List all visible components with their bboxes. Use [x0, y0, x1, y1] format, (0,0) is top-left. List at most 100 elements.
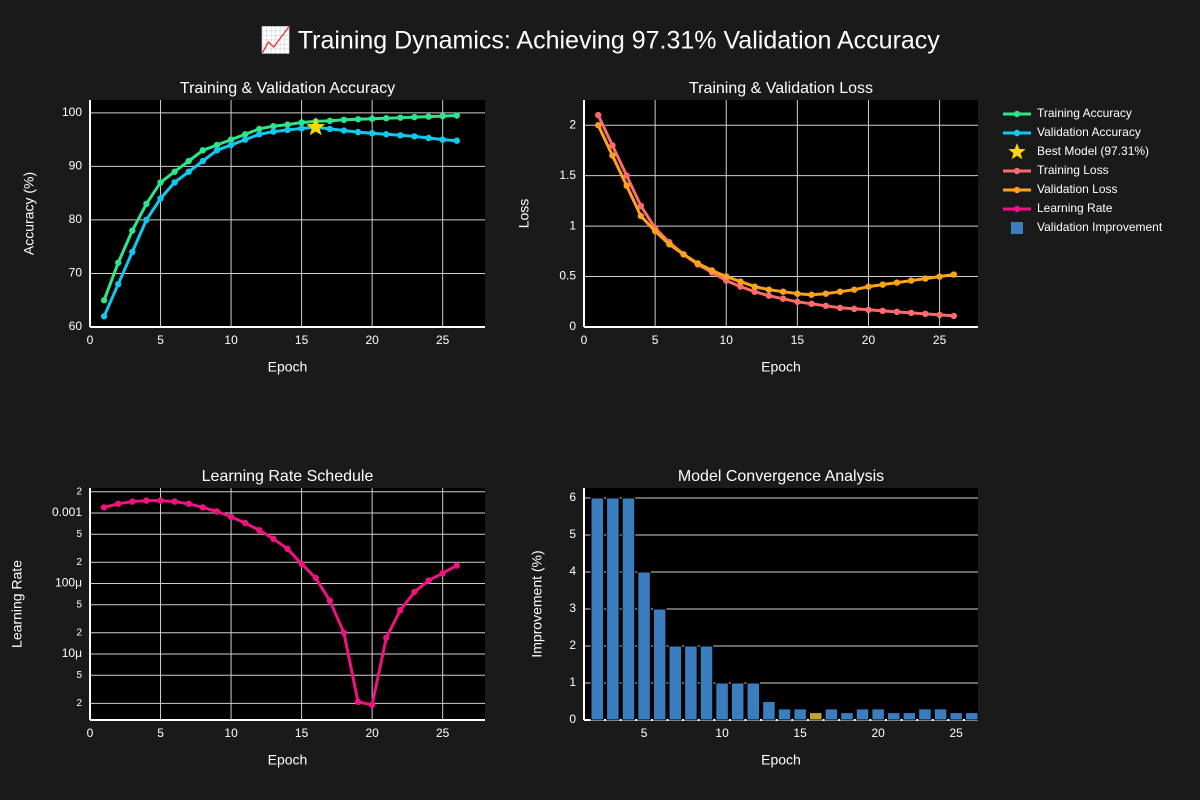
point — [383, 131, 390, 138]
y-tick-label: 1 — [569, 218, 576, 232]
point — [907, 277, 915, 284]
bar — [793, 708, 807, 721]
plot-area — [584, 100, 978, 327]
legend-label: Best Model (97.31%) — [1037, 144, 1149, 158]
point — [129, 498, 136, 505]
point — [737, 278, 744, 285]
x-tick-label: 20 — [365, 333, 379, 347]
point — [157, 179, 164, 186]
x-tick-label: 25 — [436, 726, 450, 740]
point — [623, 172, 630, 179]
y-tick-label: 2 — [569, 117, 576, 131]
point — [284, 545, 291, 553]
y-tick-label: 2 — [76, 627, 82, 638]
y-tick-label: 5 — [76, 670, 82, 681]
point — [270, 535, 277, 543]
point — [439, 136, 446, 143]
point — [397, 132, 404, 139]
point — [936, 311, 943, 319]
point — [651, 227, 659, 235]
point — [270, 123, 277, 130]
y-tick-label: 0.001 — [52, 505, 82, 519]
legend-symbol — [1013, 129, 1021, 137]
point — [922, 275, 929, 282]
bar — [621, 497, 636, 721]
point — [354, 128, 362, 136]
bar — [918, 708, 932, 721]
point — [737, 283, 744, 290]
point — [623, 182, 630, 189]
point — [143, 497, 150, 504]
point — [794, 290, 801, 297]
y-tick-label: 4 — [569, 564, 576, 578]
bar — [730, 682, 745, 721]
point — [808, 300, 815, 307]
point — [950, 271, 958, 278]
x-tick-label: 15 — [295, 333, 309, 347]
point — [241, 136, 249, 143]
subplot-title: Learning Rate Schedule — [202, 468, 374, 485]
x-tick-label: 20 — [365, 726, 379, 740]
bar — [762, 700, 776, 721]
point — [439, 569, 446, 577]
y-tick-label: 2 — [76, 486, 82, 497]
legend-symbol — [1013, 205, 1021, 213]
point — [694, 260, 701, 267]
legend-label: Validation Accuracy — [1037, 125, 1141, 139]
point — [227, 141, 235, 149]
point — [411, 588, 418, 596]
bar — [777, 708, 792, 721]
point — [836, 288, 844, 295]
point — [241, 131, 249, 138]
point — [298, 125, 305, 132]
point — [383, 115, 390, 122]
x-tick-label: 0 — [87, 333, 94, 347]
point — [765, 292, 773, 299]
plot-area — [90, 488, 485, 720]
x-tick-label: 5 — [157, 333, 164, 347]
bar — [668, 645, 683, 721]
point — [893, 308, 901, 316]
x-tick-label: 25 — [436, 333, 450, 347]
point — [822, 302, 830, 310]
point — [411, 113, 418, 121]
point — [680, 251, 687, 258]
legend-label: Training Accuracy — [1037, 106, 1132, 120]
x-tick-label: 15 — [793, 726, 807, 740]
point — [298, 560, 305, 568]
y-tick-label: 6 — [569, 490, 576, 504]
y-axis-title: Learning Rate — [9, 560, 25, 648]
bar — [855, 708, 870, 721]
point — [397, 606, 404, 614]
point — [115, 500, 122, 507]
point — [779, 288, 787, 295]
point — [779, 295, 787, 302]
bar — [965, 712, 979, 721]
point — [411, 133, 418, 140]
point — [922, 310, 929, 318]
point — [326, 125, 334, 133]
x-axis-title: Epoch — [268, 752, 308, 768]
x-tick-label: 5 — [157, 726, 164, 740]
x-tick-label: 10 — [715, 726, 729, 740]
point — [284, 121, 291, 128]
x-tick-label: 15 — [791, 333, 805, 347]
x-tick-label: 0 — [581, 333, 588, 347]
x-tick-label: 15 — [295, 726, 309, 740]
y-tick-label: 3 — [569, 601, 576, 615]
y-tick-label: 1 — [569, 675, 576, 689]
point — [298, 119, 305, 126]
point — [340, 116, 348, 124]
x-tick-label: 0 — [87, 726, 94, 740]
x-tick-label: 20 — [862, 333, 876, 347]
y-axis-title: Loss — [516, 199, 532, 229]
point — [256, 131, 263, 138]
point — [595, 122, 602, 129]
point — [751, 288, 758, 295]
legend-symbol — [1008, 143, 1026, 160]
point — [256, 125, 263, 133]
bar — [699, 645, 714, 721]
point — [284, 126, 291, 134]
point — [100, 313, 108, 320]
